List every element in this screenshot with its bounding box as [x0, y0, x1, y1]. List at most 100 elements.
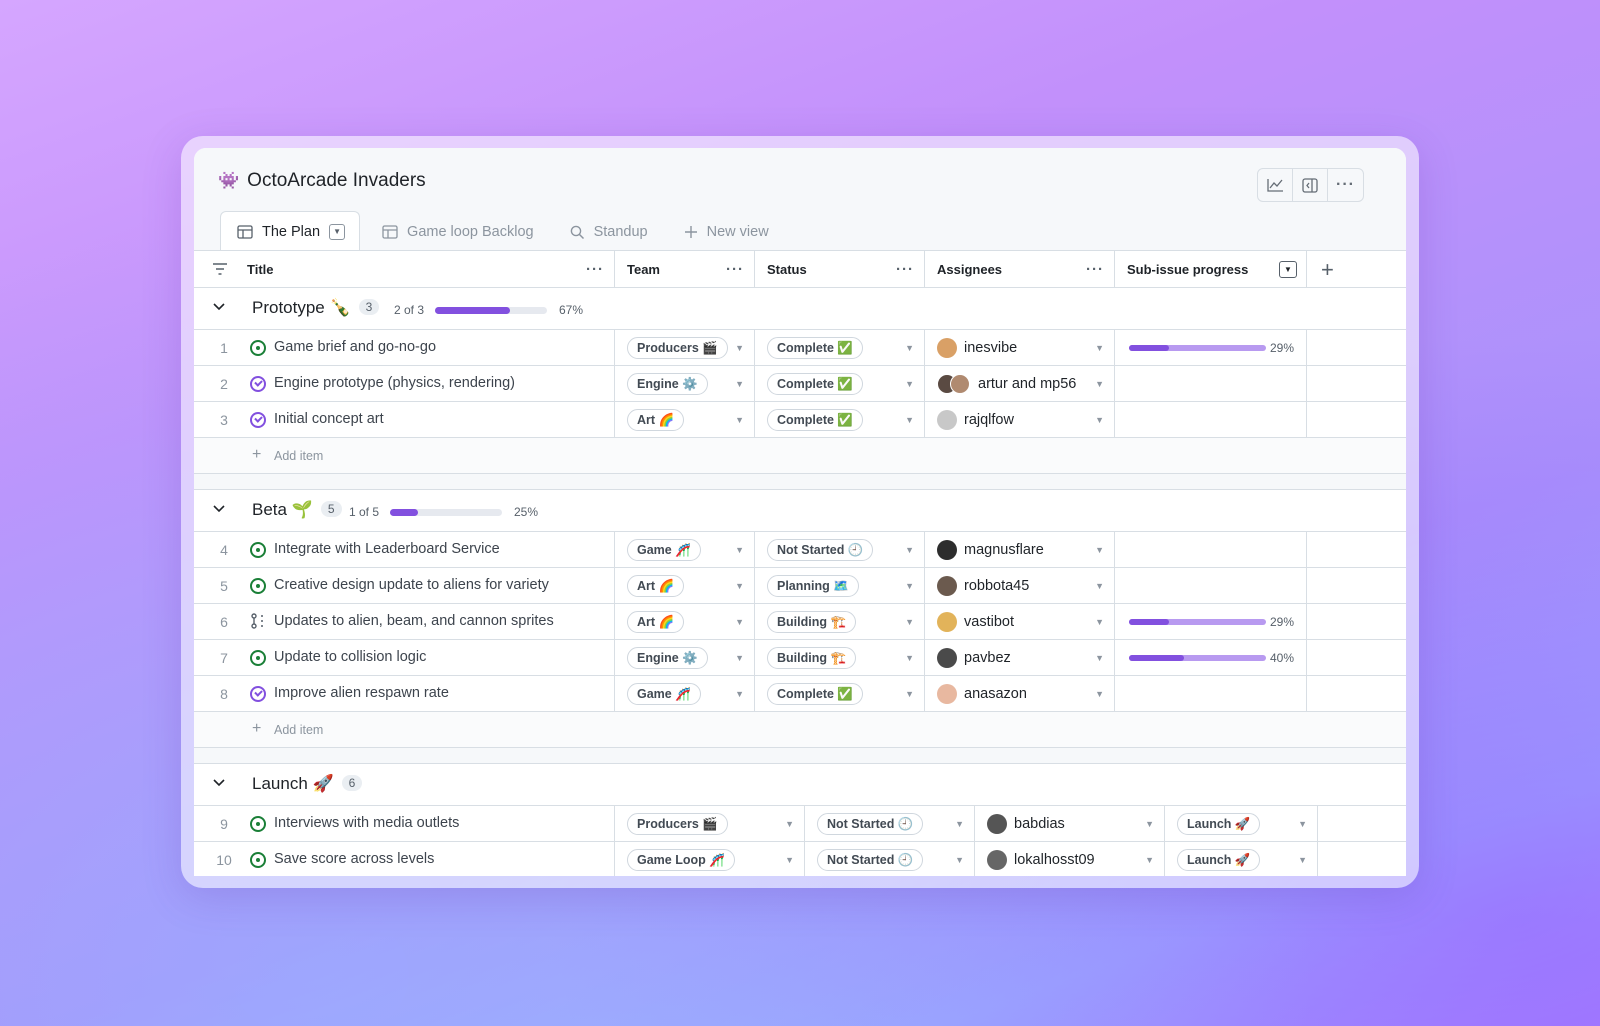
chevron-down-icon[interactable]: ▼: [735, 689, 744, 699]
team-cell[interactable]: Producers 🎬 ▼: [615, 806, 805, 842]
chevron-down-icon[interactable]: ▼: [1145, 819, 1154, 829]
issue-title[interactable]: Initial concept art: [274, 411, 384, 427]
issue-title[interactable]: Save score across levels: [274, 851, 435, 867]
status-cell[interactable]: Building 🏗️ ▼: [755, 640, 925, 676]
add-item-row[interactable]: + Add item: [194, 712, 1406, 748]
column-assignees[interactable]: Assignees ···: [925, 251, 1115, 288]
status-cell[interactable]: Not Started 🕘 ▼: [805, 806, 975, 842]
chevron-down-icon[interactable]: ▼: [735, 617, 744, 627]
chevron-down-icon[interactable]: ▼: [955, 855, 964, 865]
chevron-down-icon[interactable]: ▼: [905, 581, 914, 591]
team-cell[interactable]: Engine ⚙️ ▼: [615, 366, 755, 402]
tab-standup[interactable]: Standup: [554, 213, 662, 251]
chevron-down-icon[interactable]: ▼: [1095, 415, 1104, 425]
column-menu-icon[interactable]: ···: [586, 261, 604, 278]
chevron-down-icon[interactable]: ▼: [1095, 379, 1104, 389]
chevron-down-icon[interactable]: ▼: [1095, 689, 1104, 699]
column-menu-icon[interactable]: ···: [726, 261, 744, 278]
status-cell[interactable]: Planning 🗺️ ▼: [755, 568, 925, 604]
table-row[interactable]: 10 Save score across levels Game Loop 🎢 ▼ No…: [194, 842, 1406, 876]
chevron-down-icon[interactable]: ▼: [905, 689, 914, 699]
team-cell[interactable]: Art 🌈 ▼: [615, 604, 755, 640]
chevron-down-icon[interactable]: ▼: [735, 379, 744, 389]
column-team[interactable]: Team ···: [615, 251, 755, 288]
chevron-down-icon[interactable]: [213, 775, 225, 790]
assignee-cell[interactable]: artur and mp56 ▼: [925, 366, 1115, 402]
assignee-cell[interactable]: babdias ▼: [975, 806, 1165, 842]
chevron-down-icon[interactable]: ▼: [955, 819, 964, 829]
issue-title[interactable]: Game brief and go-no-go: [274, 339, 437, 355]
assignee-cell[interactable]: robbota45 ▼: [925, 568, 1115, 604]
chevron-down-icon[interactable]: ▼: [905, 617, 914, 627]
assignee-cell[interactable]: anasazon ▼: [925, 676, 1115, 712]
column-sub-issue-progress[interactable]: Sub-issue progress ▼: [1115, 251, 1307, 288]
chevron-down-icon[interactable]: ▼: [905, 343, 914, 353]
team-cell[interactable]: Engine ⚙️ ▼: [615, 640, 755, 676]
team-cell[interactable]: Art 🌈 ▼: [615, 402, 755, 438]
add-item-row[interactable]: + Add item: [194, 438, 1406, 474]
chevron-down-icon[interactable]: ▼: [785, 819, 794, 829]
chevron-down-icon[interactable]: ▼: [1095, 545, 1104, 555]
chevron-down-icon[interactable]: ▼: [905, 545, 914, 555]
chevron-down-icon[interactable]: ▼: [905, 653, 914, 663]
assignee-cell[interactable]: pavbez ▼: [925, 640, 1115, 676]
assignee-cell[interactable]: inesvibe ▼: [925, 330, 1115, 366]
tab-new-view[interactable]: New view: [668, 213, 783, 251]
chevron-down-icon[interactable]: [213, 299, 225, 314]
chevron-down-icon[interactable]: ▼: [1145, 855, 1154, 865]
status-cell[interactable]: Complete ✅ ▼: [755, 676, 925, 712]
team-cell[interactable]: Game Loop 🎢 ▼: [615, 842, 805, 876]
chevron-down-icon[interactable]: ▼: [735, 343, 744, 353]
team-cell[interactable]: Game 🎢 ▼: [615, 532, 755, 568]
assignee-cell[interactable]: rajqlfow ▼: [925, 402, 1115, 438]
team-cell[interactable]: Game 🎢 ▼: [615, 676, 755, 712]
issue-title[interactable]: Update to collision logic: [274, 649, 427, 665]
team-cell[interactable]: Art 🌈 ▼: [615, 568, 755, 604]
table-row[interactable]: 7 Update to collision logic Engine ⚙️ ▼ Buil…: [194, 640, 1406, 676]
column-status[interactable]: Status ···: [755, 251, 925, 288]
issue-title[interactable]: Interviews with media outlets: [274, 815, 460, 831]
status-cell[interactable]: Not Started 🕘 ▼: [805, 842, 975, 876]
chevron-down-icon[interactable]: ▼: [905, 379, 914, 389]
issue-title[interactable]: Integrate with Leaderboard Service: [274, 541, 500, 557]
chevron-down-icon[interactable]: ▼: [905, 415, 914, 425]
team-cell[interactable]: Producers 🎬 ▼: [615, 330, 755, 366]
issue-title[interactable]: Creative design update to aliens for var…: [274, 577, 549, 593]
table-row[interactable]: 4 Integrate with Leaderboard Service Game …: [194, 532, 1406, 568]
issue-title[interactable]: Engine prototype (physics, rendering): [274, 375, 515, 391]
milestone-cell[interactable]: Launch 🚀 ▼: [1165, 806, 1318, 842]
column-menu-icon[interactable]: ···: [896, 261, 914, 278]
chevron-down-icon[interactable]: ▼: [735, 653, 744, 663]
assignee-cell[interactable]: lokalhosst09 ▼: [975, 842, 1165, 876]
status-cell[interactable]: Complete ✅ ▼: [755, 330, 925, 366]
chevron-down-icon[interactable]: ▼: [1095, 617, 1104, 627]
status-cell[interactable]: Not Started 🕘 ▼: [755, 532, 925, 568]
tab-the-plan[interactable]: The Plan ▼: [220, 211, 361, 251]
table-row[interactable]: 5 Creative design update to aliens for va…: [194, 568, 1406, 604]
chevron-down-icon[interactable]: ▼: [735, 415, 744, 425]
chevron-down-icon[interactable]: ▼: [1095, 653, 1104, 663]
table-row[interactable]: 9 Interviews with media outlets Producers …: [194, 806, 1406, 842]
table-row[interactable]: 1 Game brief and go-no-go Producers 🎬 ▼ Comp…: [194, 330, 1406, 366]
more-icon[interactable]: ···: [1336, 176, 1355, 193]
chevron-down-icon[interactable]: ▼: [1095, 581, 1104, 591]
issue-title[interactable]: Improve alien respawn rate: [274, 685, 449, 701]
view-options-chevron-icon[interactable]: ▼: [329, 223, 346, 240]
status-cell[interactable]: Building 🏗️ ▼: [755, 604, 925, 640]
table-row[interactable]: 3 Initial concept art Art 🌈 ▼ Complete ✅ ▼ raj…: [194, 402, 1406, 438]
assignee-cell[interactable]: magnusflare ▼: [925, 532, 1115, 568]
chevron-down-icon[interactable]: ▼: [735, 581, 744, 591]
status-cell[interactable]: Complete ✅ ▼: [755, 366, 925, 402]
milestone-cell[interactable]: Launch 🚀 ▼: [1165, 842, 1318, 876]
insights-chart-icon[interactable]: [1258, 169, 1293, 201]
filter-icon[interactable]: [212, 262, 228, 281]
chevron-down-icon[interactable]: ▼: [1298, 855, 1307, 865]
tab-game-loop-backlog[interactable]: Game loop Backlog: [366, 213, 548, 251]
status-cell[interactable]: Complete ✅ ▼: [755, 402, 925, 438]
side-panel-icon[interactable]: [1293, 169, 1328, 201]
chevron-down-icon[interactable]: ▼: [735, 545, 744, 555]
issue-title[interactable]: Updates to alien, beam, and cannon sprit…: [274, 613, 554, 629]
column-title[interactable]: Title ···: [234, 251, 615, 288]
add-column-icon[interactable]: +: [1321, 257, 1334, 282]
table-row[interactable]: 6 Updates to alien, beam, and cannon spri…: [194, 604, 1406, 640]
